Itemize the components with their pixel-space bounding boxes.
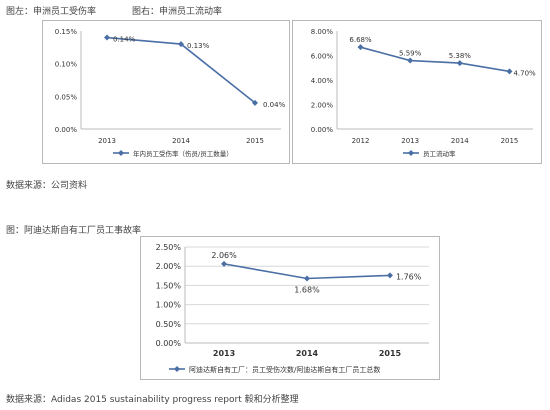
data-point: [178, 41, 184, 48]
data-point: [456, 60, 463, 67]
x-tick-label: 2014: [172, 137, 190, 145]
data-point: [304, 275, 310, 282]
caption-right-chart: 图右：申洲员工流动率: [132, 7, 223, 17]
x-tick-label: 2013: [401, 137, 419, 145]
data-label: 0.13%: [187, 42, 210, 50]
x-tick-label: 2012: [352, 137, 370, 145]
turnover-rate-chart: 0.00% 2.00% 4.00% 6.00% 8.00% 2012 2013 2014 201…: [311, 28, 536, 158]
data-label: 0.14%: [113, 36, 136, 44]
y-tick-label: 0.50%: [156, 320, 182, 329]
x-tick-label: 2015: [379, 349, 402, 358]
data-point: [357, 44, 364, 51]
y-tick-label: 0.00%: [311, 126, 334, 134]
series-line: [360, 46, 510, 73]
y-tick-label: 2.50%: [156, 243, 182, 252]
y-tick-label: 4.00%: [311, 77, 334, 85]
x-tick-label: 2013: [98, 137, 116, 145]
y-tick-label: 0.10%: [55, 61, 78, 69]
legend-marker: [118, 150, 124, 156]
legend-label: 年内员工受伤率（伤员/员工数量）: [133, 149, 233, 158]
caption-bottom-chart: 图：阿迪达斯自有工厂员工事故率: [6, 226, 142, 236]
x-tick-label: 2015: [501, 137, 519, 145]
x-tick-label: 2013: [213, 349, 235, 358]
chart-panel-injury-rate: 0.00% 0.05% 0.10% 0.15% 2013 2014 2015 0.14% 0.1…: [42, 20, 290, 164]
y-tick-label: 1.00%: [156, 301, 182, 310]
adidas-injury-chart: 0.00% 0.50% 1.00% 1.50% 2.00% 2.50% 2013 2014 20…: [156, 243, 429, 374]
legend-label: 阿迪达斯自有工厂：员工受伤次数/阿迪达斯自有工厂员工总数: [189, 365, 380, 374]
y-tick-label: 2.00%: [156, 262, 182, 271]
data-label: 0.04%: [263, 101, 286, 109]
data-point: [506, 68, 513, 75]
x-tick-label: 2014: [451, 137, 469, 145]
data-label: 2.06%: [211, 251, 237, 260]
chart-panel-adidas-injury: 0.00% 0.50% 1.00% 1.50% 2.00% 2.50% 2013 2014 20…: [140, 236, 440, 380]
y-tick-label: 0.00%: [156, 339, 182, 348]
x-tick-label: 2015: [246, 137, 264, 145]
y-tick-label: 6.00%: [311, 53, 334, 61]
data-point: [221, 260, 228, 267]
legend-marker: [408, 150, 414, 156]
y-tick-label: 1.50%: [156, 281, 182, 290]
legend-label: 员工流动率: [423, 149, 456, 158]
data-label: 1.76%: [396, 272, 422, 281]
y-tick-label: 0.00%: [55, 126, 78, 134]
y-tick-label: 0.05%: [55, 93, 78, 101]
y-tick-label: 0.15%: [55, 28, 78, 36]
data-label: 4.70%: [513, 69, 536, 77]
source-note-1: 数据来源：公司资料: [6, 181, 88, 191]
data-point: [104, 34, 110, 41]
data-label: 5.59%: [399, 50, 422, 58]
x-tick-label: 2014: [296, 349, 319, 358]
data-label: 6.68%: [349, 36, 372, 44]
data-point: [386, 272, 393, 279]
legend-marker: [174, 366, 180, 372]
source-note-2: 数据来源：Adidas 2015 sustainability progress…: [6, 395, 299, 405]
data-point: [252, 99, 258, 106]
data-point: [407, 57, 414, 64]
chart-panel-turnover-rate: 0.00% 2.00% 4.00% 6.00% 8.00% 2012 2013 2014 201…: [292, 20, 542, 164]
data-label: 1.68%: [294, 285, 320, 294]
caption-left-chart: 图左：申洲员工受伤率: [6, 7, 97, 17]
series-line: [106, 36, 256, 104]
injury-rate-chart: 0.00% 0.05% 0.10% 0.15% 2013 2014 2015 0.14% 0.1…: [55, 28, 286, 158]
y-tick-label: 8.00%: [311, 28, 334, 36]
data-label: 5.38%: [449, 52, 472, 60]
y-tick-label: 2.00%: [311, 102, 334, 110]
